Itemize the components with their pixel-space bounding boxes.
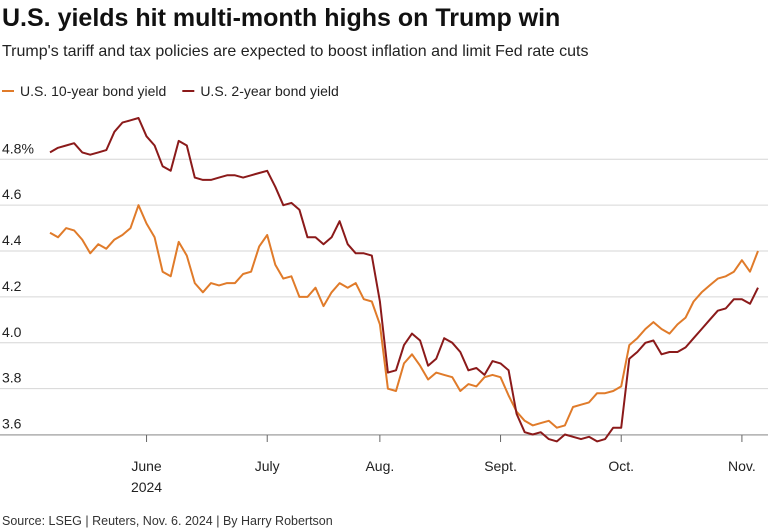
y-tick-label: 4.8% — [2, 140, 34, 156]
x-tick-label: June — [131, 458, 162, 474]
y-tick-label: 3.6 — [2, 416, 22, 432]
y-tick-label: 4.6 — [2, 186, 22, 202]
x-tick-label: Oct. — [608, 458, 634, 474]
x-tick-label: Nov. — [728, 458, 756, 474]
legend-label: U.S. 2-year bond yield — [200, 83, 339, 99]
source-note: Source: LSEG | Reuters, Nov. 6. 2024 | B… — [2, 514, 333, 528]
chart-title: U.S. yields hit multi-month highs on Tru… — [2, 4, 560, 32]
series-line — [49, 117, 759, 443]
x-year-label: 2024 — [131, 479, 162, 495]
y-tick-label: 4.0 — [2, 324, 22, 340]
chart-subtitle: Trump's tariff and tax policies are expe… — [2, 43, 588, 60]
x-tick-label: July — [255, 458, 280, 474]
x-tick-label: Aug. — [365, 458, 394, 474]
y-tick-label: 4.2 — [2, 278, 22, 294]
series-line — [49, 204, 759, 429]
x-tick-label: Sept. — [484, 458, 517, 474]
y-tick-label: 4.4 — [2, 232, 22, 248]
y-tick-label: 3.8 — [2, 370, 22, 386]
legend-label: U.S. 10-year bond yield — [20, 83, 166, 99]
